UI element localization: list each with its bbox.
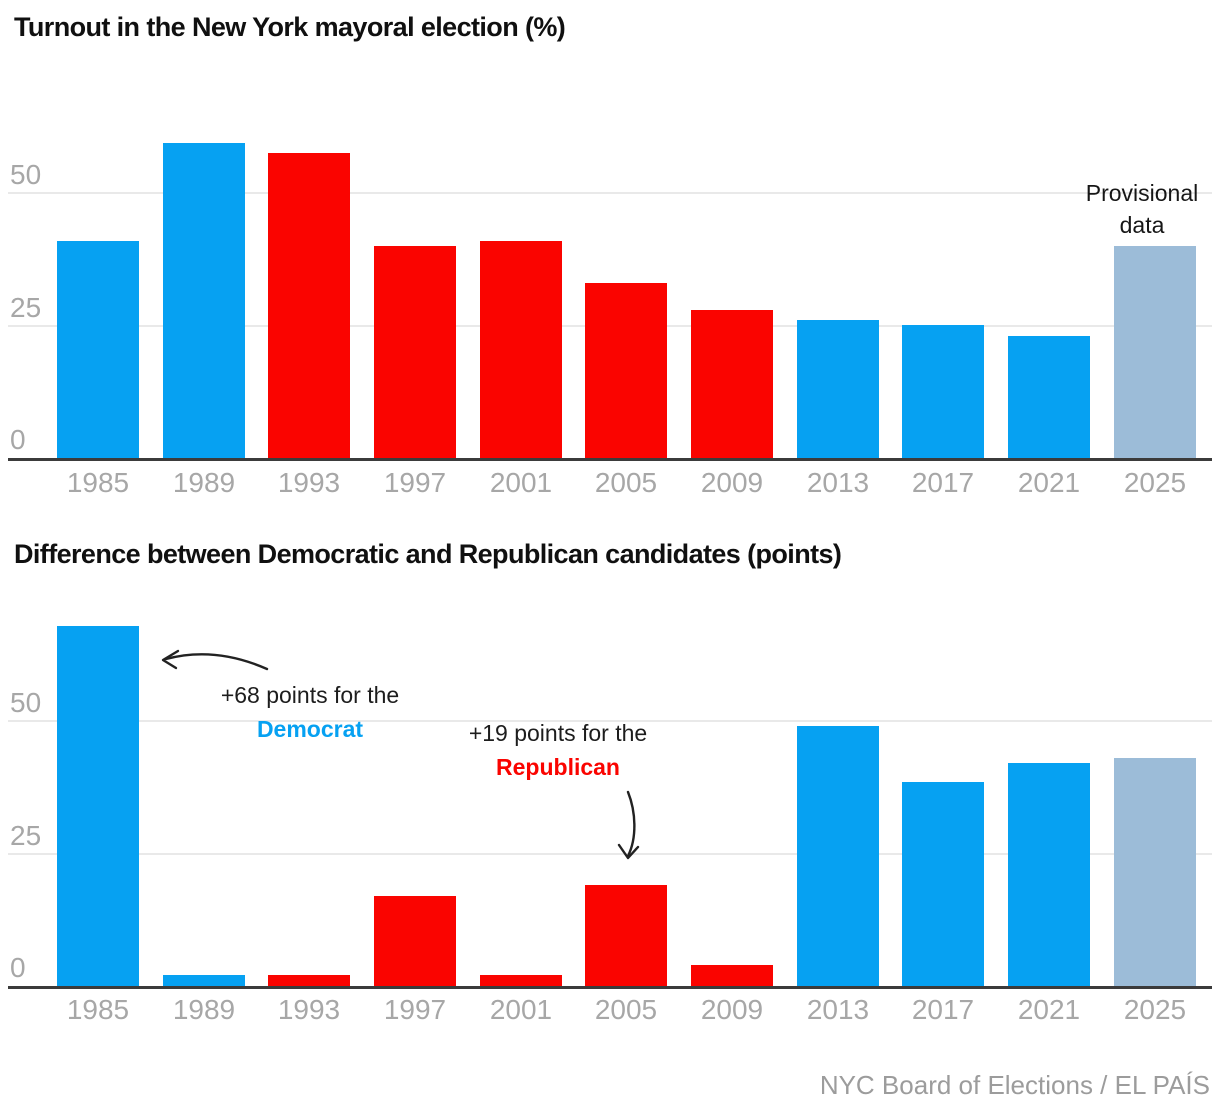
x-label-1985: 1985	[66, 467, 130, 498]
x-label-2005: 2005	[594, 467, 658, 498]
y-tick-50: 50	[10, 687, 42, 718]
gridline-50	[8, 720, 1212, 722]
x-label-2001: 2001	[489, 467, 553, 498]
x-label-2001: 2001	[489, 994, 553, 1025]
bar-2001	[480, 241, 562, 458]
x-label-1989: 1989	[172, 467, 236, 498]
y-tick-0: 0	[10, 424, 26, 455]
bar-1989	[163, 975, 245, 986]
provisional-data-line2: data	[1119, 212, 1165, 238]
y-tick-25: 25	[10, 292, 42, 323]
y-tick-25: 25	[10, 820, 42, 851]
x-label-1997: 1997	[383, 467, 447, 498]
x-label-2021: 2021	[1017, 467, 1081, 498]
bar-2017	[902, 325, 984, 458]
bar-2017	[902, 782, 984, 986]
bar-1993	[268, 975, 350, 986]
x-label-1997: 1997	[383, 994, 447, 1025]
x-label-1993: 1993	[277, 994, 341, 1025]
x-label-2013: 2013	[806, 467, 870, 498]
gridline-25	[8, 853, 1212, 855]
y-tick-50: 50	[10, 159, 42, 190]
x-label-2013: 2013	[806, 994, 870, 1025]
annotation-democrat-prefix: +68 points for the	[220, 682, 400, 708]
bar-1985	[57, 241, 139, 458]
bar-2005	[585, 283, 667, 458]
y-tick-0: 0	[10, 952, 26, 983]
chart1-title: Turnout in the New York mayoral election…	[14, 12, 566, 42]
x-axis-baseline	[8, 458, 1212, 461]
annotation-democrat: +68 points for the Democrat	[160, 678, 460, 746]
bar-2009	[691, 310, 773, 458]
bar-2001	[480, 975, 562, 986]
x-axis-baseline	[8, 986, 1212, 989]
x-label-1993: 1993	[277, 467, 341, 498]
bar-1989	[163, 143, 245, 458]
provisional-data-label: Provisional data	[1047, 177, 1220, 241]
bar-1993	[268, 153, 350, 458]
bar-2009	[691, 965, 773, 986]
annotation-republican: +19 points for the Republican	[408, 716, 708, 784]
x-label-2017: 2017	[911, 467, 975, 498]
x-label-2017: 2017	[911, 994, 975, 1025]
bar-2013	[797, 320, 879, 458]
bar-1997	[374, 896, 456, 986]
x-label-2009: 2009	[700, 994, 764, 1025]
source-attribution: NYC Board of Elections / EL PAÍS	[819, 1070, 1210, 1100]
gridline-50	[8, 192, 1212, 194]
chart2-title: Difference between Democratic and Republ…	[14, 539, 842, 569]
bar-2005	[585, 885, 667, 986]
annotation-republican-word: Republican	[496, 754, 620, 780]
bar-1985	[57, 626, 139, 986]
x-label-2025: 2025	[1123, 467, 1187, 498]
bar-1997	[374, 246, 456, 458]
x-label-2005: 2005	[594, 994, 658, 1025]
annotation-republican-prefix: +19 points for the	[468, 720, 648, 746]
provisional-data-line1: Provisional	[1085, 180, 1199, 206]
bar-2013	[797, 726, 879, 986]
x-label-2021: 2021	[1017, 994, 1081, 1025]
x-label-1989: 1989	[172, 994, 236, 1025]
x-label-2025: 2025	[1123, 994, 1187, 1025]
bar-2021	[1008, 763, 1090, 986]
bar-2025	[1114, 758, 1196, 986]
x-label-1985: 1985	[66, 994, 130, 1025]
annotation-democrat-word: Democrat	[256, 716, 364, 742]
bar-2021	[1008, 336, 1090, 458]
bar-2025	[1114, 246, 1196, 458]
x-label-2009: 2009	[700, 467, 764, 498]
